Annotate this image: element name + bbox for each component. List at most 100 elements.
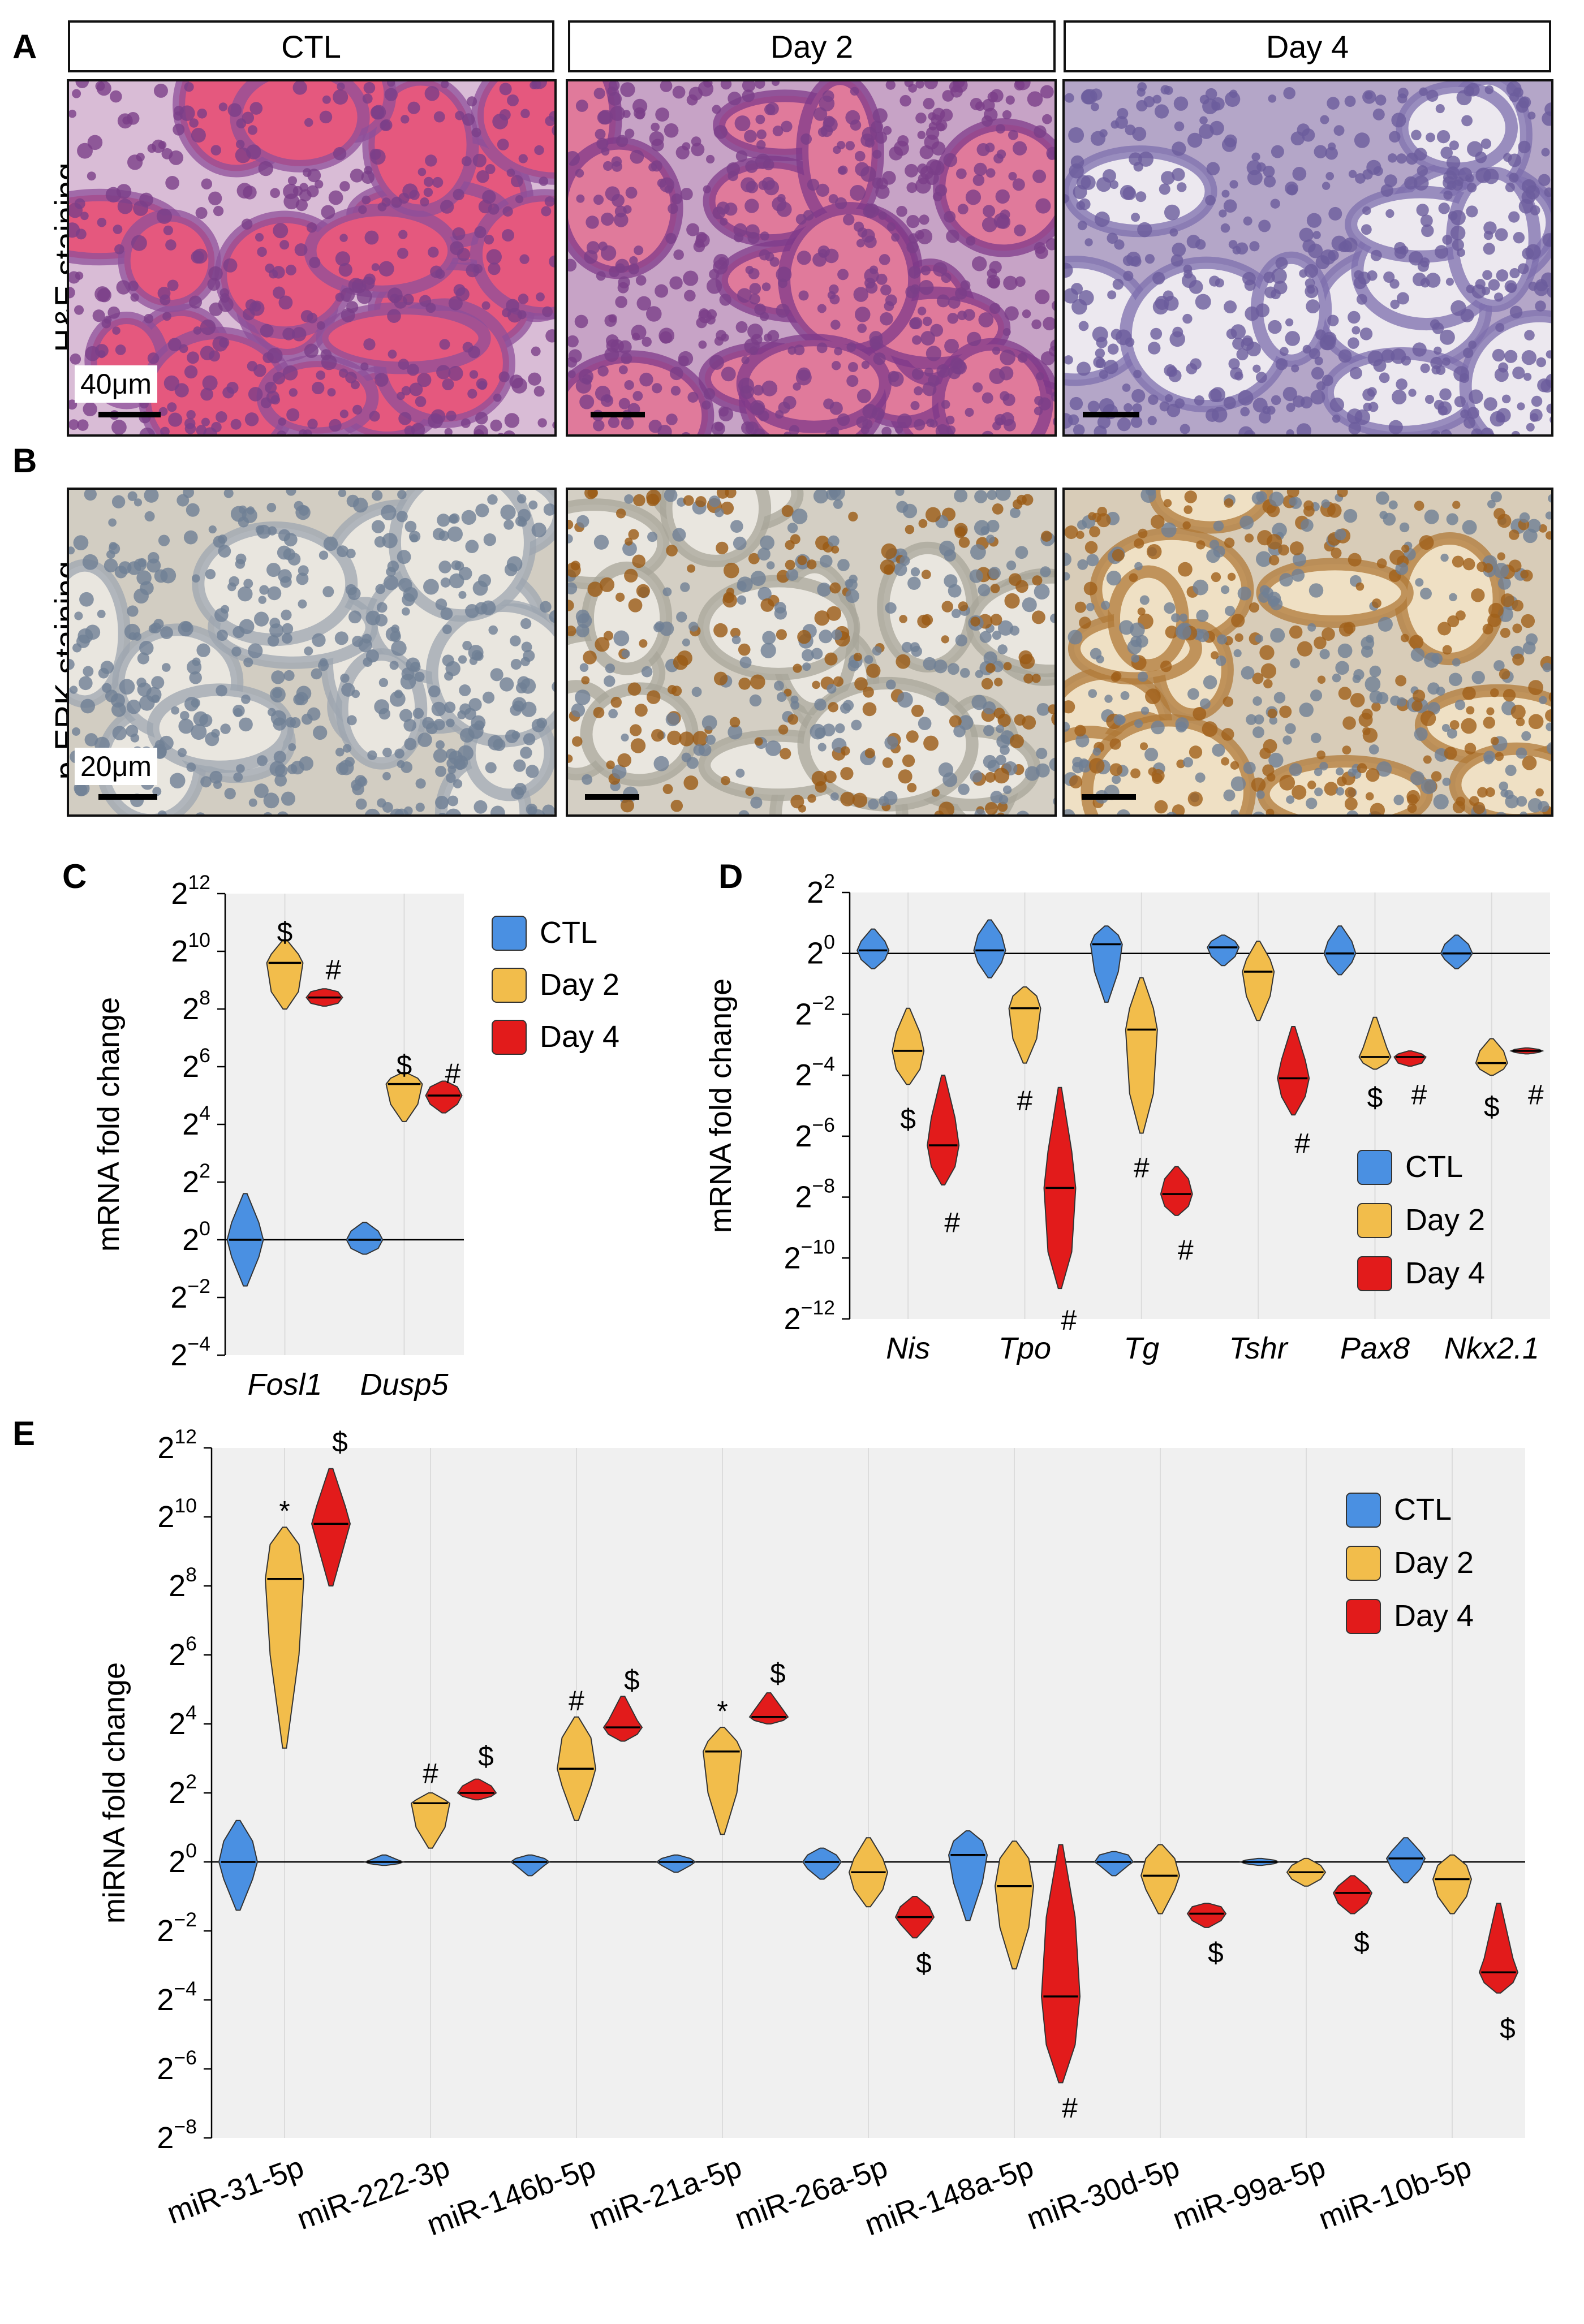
he-image-ctl: 40μm: [67, 79, 557, 437]
scale-bar-b: [98, 794, 157, 800]
y-tick-label-4: 2−4: [795, 1053, 835, 1092]
he-texture-day4: [1065, 81, 1551, 434]
y-tick-label-4: 24: [182, 1102, 210, 1141]
category-label-fosl1: Fosl1: [247, 1368, 322, 1402]
he-texture-day2: [568, 81, 1054, 434]
violin-ctl-mir-30d-5p: [1094, 1851, 1134, 1877]
y-tick-label-0: 20: [169, 1839, 197, 1879]
column-header-ctl: CTL: [68, 20, 554, 72]
significance-mark-10: $: [1484, 1091, 1500, 1123]
perk-image-day2: [566, 488, 1057, 817]
y-tick-label-12: 212: [171, 871, 210, 911]
legend-label-day-4: Day 4: [540, 1020, 619, 1054]
significance-mark-8: $: [1367, 1082, 1383, 1114]
he-image-day2: [566, 79, 1057, 437]
category-label-mir-30d-5p: miR-30d-5p: [1022, 2150, 1184, 2236]
significance-mark-1: $: [277, 916, 293, 948]
legend-swatch-day-4: [1346, 1599, 1381, 1634]
column-header-day2: Day 2: [568, 20, 1056, 72]
legend-label-day-2: Day 2: [1405, 1203, 1485, 1237]
legend-swatch-ctl: [1357, 1150, 1392, 1185]
significance-mark-2: $: [332, 1426, 348, 1458]
significance-mark-7: #: [1294, 1128, 1310, 1159]
chart-c: 212 210 28 26 24 22 20 2−2 2−4 mRNA fold change Fo…: [92, 871, 619, 1402]
legend-label-day-2: Day 2: [540, 968, 619, 1002]
legend-swatch-ctl: [1346, 1493, 1381, 1528]
panel-label-d: D: [718, 857, 743, 895]
legend-label-ctl: CTL: [1394, 1493, 1452, 1527]
category-label-mir-21a-5p: miR-21a-5p: [584, 2150, 746, 2236]
scale-bar-b-day2: [585, 794, 639, 800]
violin-day-4-mir-148a-5p: [1040, 1844, 1081, 2084]
violin-day-4-mir-31-5p: [311, 1468, 351, 1586]
y-tick-label-6: 2−6: [795, 1114, 835, 1153]
y-tick-label-6: 26: [182, 1044, 210, 1084]
violin-day-4-mir-30d-5p: [1186, 1903, 1227, 1928]
violin-ctl-dusp5: [346, 1222, 384, 1255]
violin-ctl-mir-10b-5p: [1385, 1837, 1426, 1883]
category-label-tshr: Tshr: [1229, 1331, 1289, 1365]
significance-mark-5: #: [569, 1685, 584, 1717]
legend-c: CTL Day 2 Day 4: [492, 916, 619, 1055]
significance-mark-7: *: [717, 1696, 728, 1727]
violin-day-2-tg: [1125, 977, 1158, 1134]
violin-day-2-mir-21a-5p: [702, 1727, 743, 1835]
significance-mark-6: #: [1178, 1234, 1194, 1266]
category-label-dusp5: Dusp5: [360, 1368, 449, 1402]
violin-day-2-nis: [892, 1007, 925, 1085]
violin-ctl-mir-146b-5p: [510, 1854, 550, 1877]
violin-day-4-mir-10b-5p: [1478, 1903, 1519, 1994]
violin-day-4-dusp5: [425, 1080, 463, 1114]
violin-ctl-mir-148a-5p: [948, 1830, 988, 1921]
legend-label-ctl: CTL: [1405, 1150, 1463, 1184]
chart-e: 212 210 28 26 24 22 20 2−2 2−4 2−6 2−8 miRNA fold c…: [97, 1425, 1525, 2242]
significance-mark-10: #: [1062, 2092, 1078, 2124]
significance-mark-8: $: [770, 1657, 786, 1689]
significance-mark-3: #: [1017, 1085, 1033, 1116]
significance-mark-1: $: [900, 1103, 916, 1135]
category-label-nkx2-1: Nkx2.1: [1444, 1331, 1539, 1365]
significance-mark-9: $: [916, 1947, 932, 1979]
violin-ctl-pax8: [1323, 925, 1357, 976]
violin-ctl-tshr: [1207, 934, 1240, 967]
y-axis-label-d: mRNA fold change: [704, 978, 738, 1233]
y-tick-label-8: 2−8: [795, 1175, 835, 1214]
violin-day-2-nkx2-1: [1475, 1038, 1508, 1076]
legend-swatch-day-2: [492, 968, 527, 1003]
significance-mark-3: #: [423, 1757, 438, 1789]
legend-d: CTL Day 2 Day 4: [1357, 1150, 1485, 1291]
panel-label-b: B: [12, 442, 37, 480]
legend-swatch-day-4: [1357, 1256, 1392, 1291]
y-tick-label-6: 2−6: [157, 2046, 197, 2086]
violin-day-4-mir-222-3p: [457, 1778, 497, 1801]
scale-bar-label-a: 40μm: [75, 365, 158, 403]
perk-texture-ctl: [69, 490, 554, 814]
violin-ctl-mir-26a-5p: [802, 1847, 842, 1880]
legend-label-day-4: Day 4: [1394, 1599, 1474, 1633]
y-tick-label-8: 28: [169, 1563, 197, 1603]
legend-label-day-2: Day 2: [1394, 1546, 1474, 1580]
y-tick-label-0: 20: [807, 931, 835, 971]
y-tick-label-2: 22: [807, 870, 835, 909]
legend-swatch-day-2: [1346, 1546, 1381, 1581]
y-tick-label-4: 2−4: [170, 1333, 210, 1372]
significance-mark-3: $: [397, 1049, 412, 1081]
perk-image-ctl: 20μm: [67, 488, 557, 817]
perk-texture-day2: [568, 490, 1054, 814]
significance-mark-4: #: [445, 1058, 461, 1089]
y-tick-label-2: 2−2: [157, 1908, 197, 1948]
significance-mark-13: $: [1500, 2013, 1516, 2045]
category-label-pax8: Pax8: [1340, 1331, 1410, 1365]
category-label-mir-99a-5p: miR-99a-5p: [1168, 2150, 1330, 2236]
y-tick-label-12: 212: [157, 1425, 197, 1465]
plot-area-d: [850, 892, 1550, 1319]
violin-day-2-mir-222-3p: [410, 1792, 451, 1849]
violin-day-4-nis: [927, 1075, 960, 1185]
violin-day-4-tg: [1160, 1166, 1193, 1216]
significance-mark-2: #: [944, 1207, 960, 1239]
y-tick-label-8: 28: [182, 986, 210, 1026]
violin-day-4-tshr: [1277, 1026, 1310, 1116]
y-tick-label-10: 2−10: [784, 1235, 835, 1275]
violin-ctl-nkx2-1: [1440, 934, 1473, 969]
violin-day-2-mir-30d-5p: [1140, 1844, 1181, 1915]
